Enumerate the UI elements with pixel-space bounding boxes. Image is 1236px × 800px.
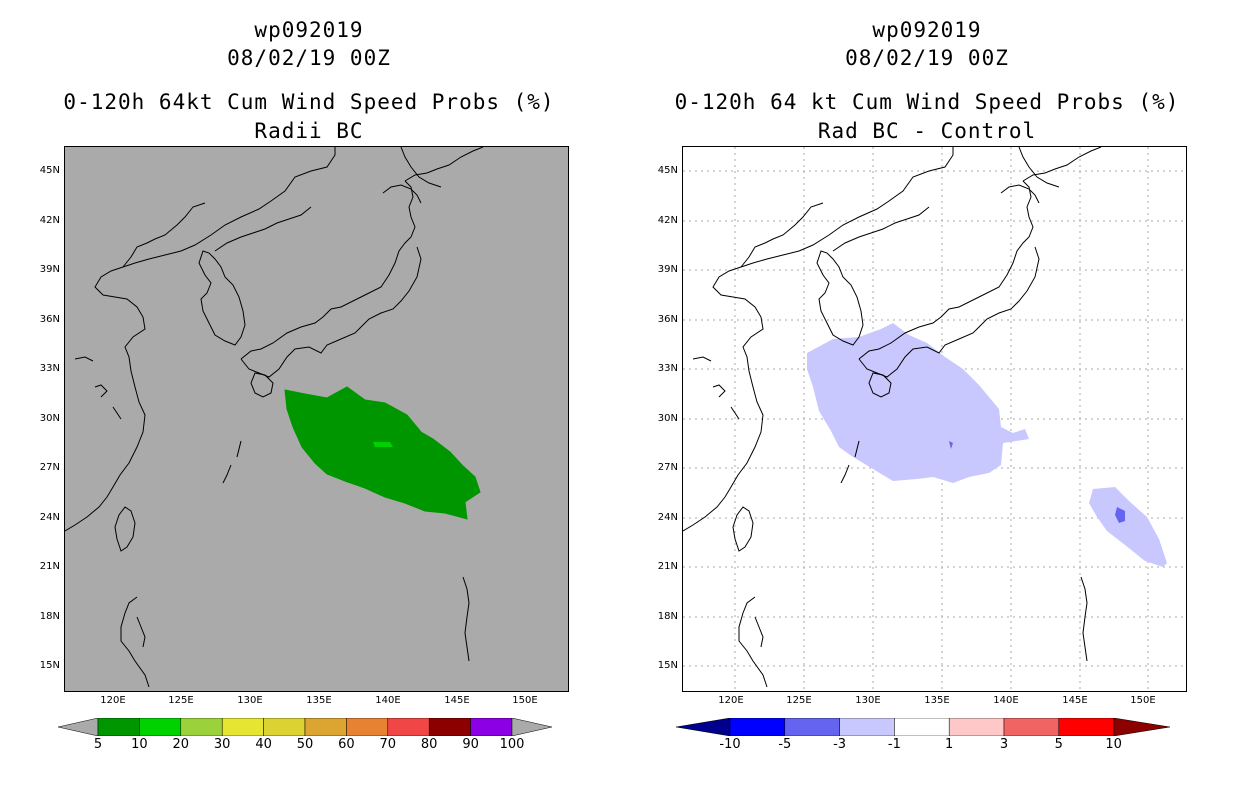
probability-swath-high: [373, 442, 393, 447]
lat-label: 27N: [657, 462, 678, 473]
colorbar-label: -1: [887, 737, 901, 752]
colorbar-label: 60: [338, 737, 355, 752]
colorbar-box: [304, 718, 347, 736]
colorbar-label: 30: [213, 737, 231, 752]
lat-label: 21N: [657, 561, 678, 572]
colorbar-box: [784, 718, 840, 736]
right-map-canvas: [683, 147, 1186, 691]
lat-label: 27N: [39, 462, 60, 473]
lat-label: 24N: [657, 512, 678, 523]
difference-region-east-core: [1115, 507, 1125, 523]
lon-label: 150E: [1130, 695, 1156, 706]
lat-label: 36N: [657, 314, 678, 325]
right-title-storm: wp092019: [872, 18, 982, 42]
lat-label: 30N: [657, 413, 678, 424]
left-title-product: 0-120h 64kt Cum Wind Speed Probs (%): [63, 90, 555, 114]
colorbar-high-end: [511, 718, 553, 736]
colorbar-label: 20: [172, 737, 190, 752]
colorbar-low-end: [676, 718, 731, 736]
colorbar-label: 10: [1105, 737, 1122, 752]
right-map: [682, 146, 1187, 692]
lat-label: 24N: [39, 512, 60, 523]
lat-label: 15N: [657, 660, 678, 671]
colorbar-label: 100: [499, 737, 525, 752]
colorbar-label: 10: [131, 737, 148, 752]
colorbar-box: [139, 718, 182, 736]
lat-label: 39N: [657, 264, 678, 275]
left-title-storm: wp092019: [254, 18, 364, 42]
colorbar-box: [729, 718, 786, 736]
lat-label: 45N: [657, 165, 678, 176]
lon-label: 135E: [924, 695, 950, 706]
colorbar-label: 90: [462, 737, 479, 752]
colorbar-high-end: [1113, 718, 1171, 736]
colorbar-box: [1058, 718, 1114, 736]
lat-label: 45N: [39, 165, 60, 176]
probability-swath: [284, 386, 481, 520]
lon-label: 135E: [306, 695, 332, 706]
colorbar-box: [97, 718, 140, 736]
colorbar-box: [346, 718, 389, 736]
colorbar-label: -10: [719, 737, 741, 752]
lat-label: 42N: [39, 215, 60, 226]
lat-label: 18N: [39, 611, 60, 622]
colorbar-box: [894, 718, 950, 736]
colorbar-label: 70: [379, 737, 397, 752]
lat-label: 33N: [39, 363, 60, 374]
lon-label: 120E: [100, 695, 126, 706]
colorbar-box: [221, 718, 264, 736]
lon-label: 145E: [444, 695, 470, 706]
right-title-product: 0-120h 64 kt Cum Wind Speed Probs (%): [674, 90, 1180, 114]
colorbar-label: 3: [999, 737, 1009, 752]
colorbar-box: [180, 718, 223, 736]
colorbar-box: [1003, 718, 1060, 736]
lon-label: 145E: [1062, 695, 1088, 706]
lon-label: 130E: [855, 695, 881, 706]
lat-label: 39N: [39, 264, 60, 275]
lon-label: 140E: [375, 695, 401, 706]
left-map: [64, 146, 569, 692]
lon-label: 130E: [237, 695, 263, 706]
colorbar-box: [839, 718, 895, 736]
lat-label: 18N: [657, 611, 678, 622]
colorbar-box: [948, 718, 1005, 736]
difference-region-east: [1089, 487, 1167, 567]
lat-label: 30N: [39, 413, 60, 424]
lat-label: 42N: [657, 215, 678, 226]
right-colorbar: [676, 718, 1171, 736]
lat-label: 21N: [39, 561, 60, 572]
right-title-date: 08/02/19 00Z: [845, 46, 1009, 70]
colorbar-label: -5: [778, 737, 792, 752]
colorbar-label: -3: [833, 737, 847, 752]
colorbar-box: [387, 718, 430, 736]
colorbar-label: 50: [296, 737, 314, 752]
left-colorbar: [58, 718, 553, 736]
colorbar-box: [470, 718, 513, 736]
lat-label: 33N: [657, 363, 678, 374]
lon-label: 140E: [993, 695, 1019, 706]
lat-label: 15N: [39, 660, 60, 671]
coastlines: [65, 147, 484, 688]
difference-region-main: [807, 323, 1029, 483]
left-title-date: 08/02/19 00Z: [227, 46, 391, 70]
difference-region-small: [949, 441, 953, 449]
colorbar-label: 1: [945, 737, 954, 752]
colorbar-label: 5: [93, 737, 103, 752]
lon-label: 125E: [786, 695, 812, 706]
lat-label: 36N: [39, 314, 60, 325]
right-title-subtitle: Rad BC - Control: [817, 119, 1037, 143]
lon-label: 150E: [512, 695, 538, 706]
colorbar-label: 40: [255, 737, 272, 752]
left-title-subtitle: Radii BC: [254, 119, 364, 143]
lon-label: 120E: [718, 695, 744, 706]
colorbar-label: 5: [1054, 737, 1063, 752]
colorbar-low-end: [58, 718, 99, 736]
colorbar-label: 80: [420, 737, 438, 752]
colorbar-box: [263, 718, 306, 736]
left-map-canvas: [65, 147, 484, 688]
colorbar-box: [428, 718, 471, 736]
lon-label: 125E: [168, 695, 194, 706]
coastlines: [683, 147, 1102, 688]
